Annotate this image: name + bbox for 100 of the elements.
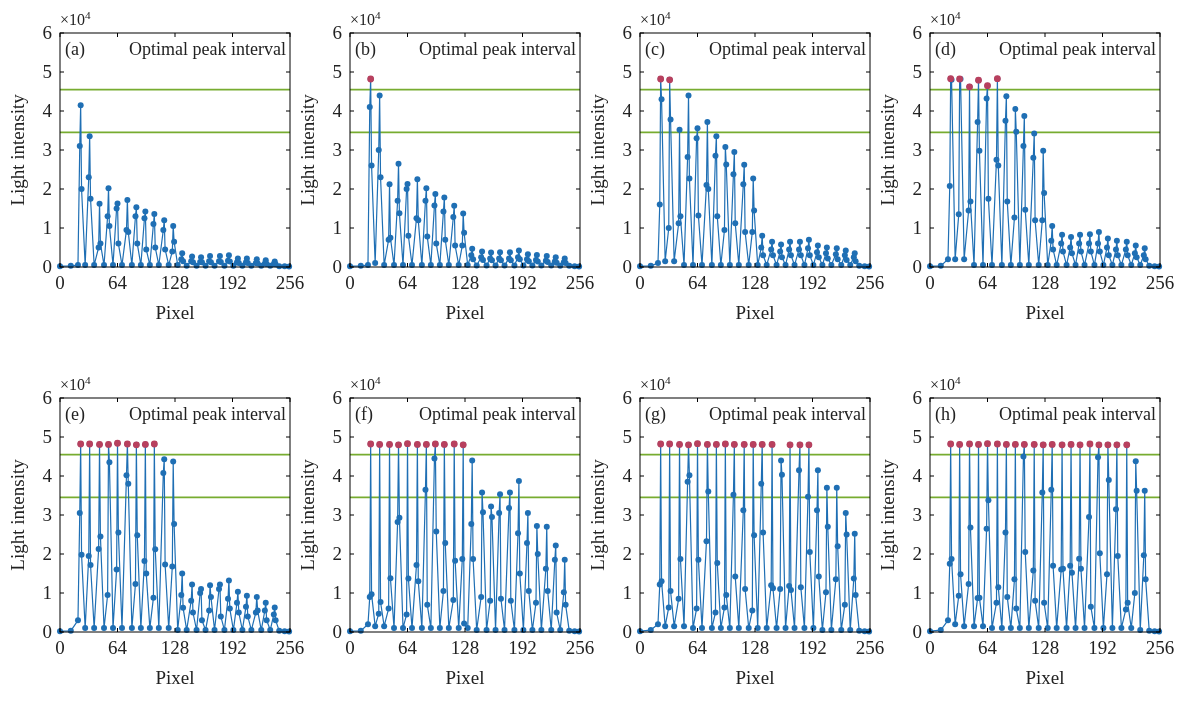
y-axis-title: Light intensity <box>877 93 898 206</box>
annotation: Optimal peak interval <box>419 404 576 424</box>
text: ×10$^{4}$ <box>350 374 382 393</box>
y-tick-label: 5 <box>912 426 922 447</box>
y-tick-label: 2 <box>622 543 632 564</box>
x-tick-label: 256 <box>275 272 305 293</box>
x-tick-label: 64 <box>398 272 418 293</box>
x-tick-label: 128 <box>740 637 770 658</box>
x-axis-title: Pixel <box>445 667 485 688</box>
y-tick-label: 4 <box>332 100 343 121</box>
y-axis-title: Light intensity <box>7 458 28 571</box>
y-tick-label: 4 <box>622 465 633 486</box>
annotation: Optimal peak interval <box>129 404 286 424</box>
y-tick-label: 2 <box>912 543 922 564</box>
y-tick-label: 2 <box>622 178 632 199</box>
x-tick-label: 64 <box>978 637 998 658</box>
y-tick-label: 3 <box>622 504 632 525</box>
chart-title: (g) <box>645 404 666 425</box>
y-tick-label: 1 <box>332 217 342 238</box>
y-tick-label: 3 <box>622 139 632 160</box>
y-tick-label: 4 <box>42 100 53 121</box>
y-tick-label: 1 <box>912 582 922 603</box>
x-tick-label: 192 <box>218 637 247 658</box>
x-tick-label: 256 <box>565 637 595 658</box>
y-tick-label: 6 <box>622 387 632 408</box>
x-axis-title: Pixel <box>1025 302 1065 323</box>
y-tick-label: 0 <box>912 621 922 642</box>
text: ×10$^{4}$ <box>930 9 962 28</box>
chart-title: (b) <box>355 39 376 60</box>
y-tick-label: 3 <box>332 139 342 160</box>
x-tick-label: 192 <box>798 272 827 293</box>
y-tick-label: 6 <box>332 387 342 408</box>
y-tick-label: 2 <box>42 178 52 199</box>
y-tick-label: 1 <box>42 582 52 603</box>
y-tick-label: 1 <box>622 217 632 238</box>
y-tick-label: 4 <box>912 100 923 121</box>
chart-title: (f) <box>355 404 373 425</box>
y-axis-title: Light intensity <box>297 458 318 571</box>
x-tick-label: 128 <box>1030 637 1060 658</box>
text: ×10$^{4}$ <box>640 374 672 393</box>
x-tick-label: 192 <box>508 272 537 293</box>
y-tick-label: 3 <box>332 504 342 525</box>
annotation: Optimal peak interval <box>419 39 576 59</box>
x-axis-title: Pixel <box>445 302 485 323</box>
x-axis-title: Pixel <box>735 667 775 688</box>
y-tick-label: 5 <box>332 426 342 447</box>
x-tick-label: 192 <box>1088 637 1117 658</box>
chart-title: (a) <box>65 39 85 60</box>
y-tick-label: 4 <box>42 465 53 486</box>
y-tick-label: 2 <box>912 178 922 199</box>
y-tick-label: 0 <box>42 621 52 642</box>
y-axis-title: Light intensity <box>877 458 898 571</box>
y-tick-label: 1 <box>332 582 342 603</box>
x-axis-title: Pixel <box>735 302 775 323</box>
y-axis-title: Light intensity <box>587 458 608 571</box>
x-tick-label: 256 <box>1145 272 1175 293</box>
text: ×10$^{4}$ <box>640 9 672 28</box>
x-tick-label: 192 <box>798 637 827 658</box>
y-axis-title: Light intensity <box>297 93 318 206</box>
x-tick-label: 128 <box>450 637 480 658</box>
y-tick-label: 3 <box>42 504 52 525</box>
y-tick-label: 2 <box>332 543 342 564</box>
y-tick-label: 2 <box>332 178 342 199</box>
x-tick-label: 64 <box>398 637 418 658</box>
y-tick-label: 5 <box>622 426 632 447</box>
y-tick-label: 0 <box>332 256 342 277</box>
x-axis-title: Pixel <box>155 667 195 688</box>
x-tick-label: 256 <box>855 272 885 293</box>
chart-title: (e) <box>65 404 85 425</box>
y-tick-label: 6 <box>622 22 632 43</box>
x-tick-label: 256 <box>275 637 305 658</box>
chart-title: (h) <box>935 404 956 425</box>
x-tick-label: 256 <box>855 637 885 658</box>
annotation: Optimal peak interval <box>709 404 866 424</box>
y-tick-label: 0 <box>332 621 342 642</box>
y-tick-label: 5 <box>912 61 922 82</box>
x-tick-label: 64 <box>108 637 128 658</box>
x-tick-label: 64 <box>688 637 708 658</box>
x-tick-label: 256 <box>565 272 595 293</box>
y-tick-label: 4 <box>912 465 923 486</box>
y-axis-title: Light intensity <box>587 93 608 206</box>
annotation: Optimal peak interval <box>129 39 286 59</box>
text: ×10$^{4}$ <box>930 374 962 393</box>
y-tick-label: 1 <box>42 217 52 238</box>
x-tick-label: 128 <box>450 272 480 293</box>
y-tick-label: 0 <box>912 256 922 277</box>
x-axis-title: Pixel <box>155 302 195 323</box>
text: ×10$^{4}$ <box>350 9 382 28</box>
text: ×10$^{4}$ <box>60 9 92 28</box>
y-tick-label: 5 <box>42 426 52 447</box>
x-tick-label: 128 <box>740 272 770 293</box>
annotation: Optimal peak interval <box>709 39 866 59</box>
y-tick-label: 4 <box>622 100 633 121</box>
y-tick-label: 3 <box>912 504 922 525</box>
y-tick-label: 6 <box>912 22 922 43</box>
annotation: Optimal peak interval <box>999 404 1156 424</box>
x-tick-label: 64 <box>978 272 998 293</box>
x-tick-label: 64 <box>688 272 708 293</box>
annotation: Optimal peak interval <box>999 39 1156 59</box>
y-tick-label: 6 <box>42 387 52 408</box>
